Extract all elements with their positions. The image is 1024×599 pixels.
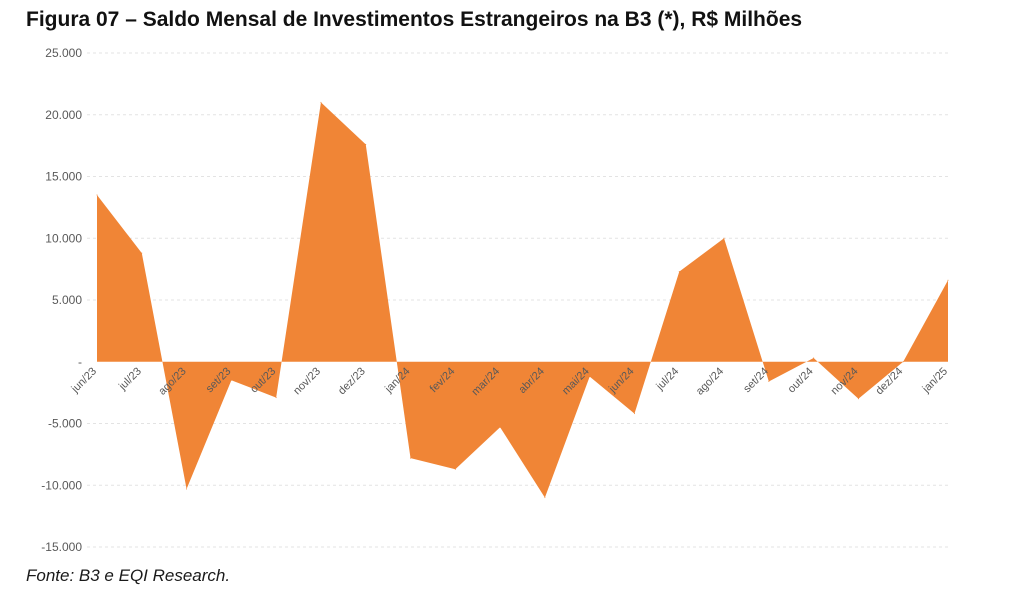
- data-point: [96, 194, 98, 196]
- data-point: [678, 271, 680, 273]
- y-axis: 25.000 20.000 15.000 10.000 5.000 - -5.000 -10.…: [41, 46, 82, 554]
- data-point: [410, 457, 412, 459]
- data-point: [320, 101, 322, 103]
- area-series: [96, 101, 949, 499]
- x-tick-label: jun/23: [69, 365, 99, 395]
- y-tick-label: -5.000: [48, 417, 82, 431]
- x-tick-label: jul/23: [116, 365, 144, 393]
- source-note: Fonte: B3 e EQI Research.: [26, 566, 231, 585]
- x-tick-label: jan/25: [920, 365, 950, 395]
- x-tick-label: jul/24: [654, 365, 682, 393]
- y-tick-label: 5.000: [52, 293, 82, 307]
- area-fill: [97, 102, 948, 498]
- y-tick-label: -: [78, 355, 82, 369]
- data-point: [857, 398, 859, 400]
- y-tick-label: 20.000: [45, 108, 82, 122]
- y-tick-label: 10.000: [45, 231, 82, 245]
- data-point: [589, 376, 591, 378]
- y-tick-label: 15.000: [45, 170, 82, 184]
- gridlines: [87, 52, 948, 548]
- data-point: [141, 252, 143, 254]
- data-point: [633, 413, 635, 415]
- data-point: [499, 426, 501, 428]
- data-point: [186, 488, 188, 490]
- x-tick-label: ago/24: [694, 365, 726, 397]
- data-point: [947, 279, 949, 281]
- data-point: [544, 497, 546, 499]
- x-tick-label: set/24: [741, 365, 771, 395]
- y-tick-label: -10.000: [41, 478, 82, 492]
- x-tick-label: dez/23: [336, 365, 368, 397]
- data-point: [275, 397, 277, 399]
- x-tick-label: nov/23: [291, 365, 323, 397]
- y-tick-label: -15.000: [41, 540, 82, 554]
- chart-title: Figura 07 – Saldo Mensal de Investimento…: [26, 8, 803, 31]
- data-point: [768, 381, 770, 383]
- data-point: [902, 361, 904, 363]
- y-tick-label: 25.000: [45, 46, 82, 60]
- data-point: [813, 357, 815, 359]
- data-point: [365, 143, 367, 145]
- data-point: [454, 468, 456, 470]
- data-point: [723, 237, 725, 239]
- data-point: [230, 379, 232, 381]
